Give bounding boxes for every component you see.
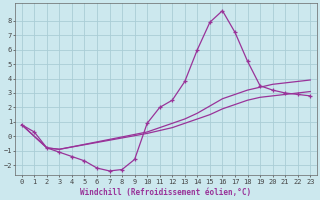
X-axis label: Windchill (Refroidissement éolien,°C): Windchill (Refroidissement éolien,°C) [80, 188, 252, 197]
